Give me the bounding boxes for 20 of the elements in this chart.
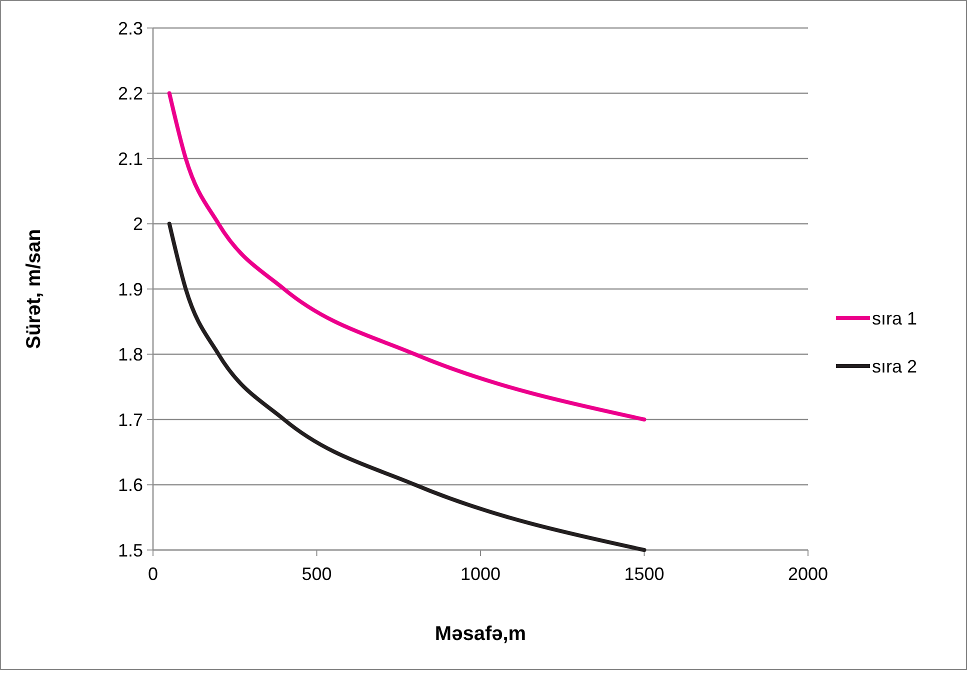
y-tick-label: 1.9 (118, 279, 143, 300)
x-tick-label: 0 (148, 564, 158, 584)
x-tick-label: 1500 (624, 564, 664, 584)
x-axis-title: Məsafə,m (434, 623, 526, 645)
y-tick-label: 1.5 (118, 540, 143, 560)
x-tick-label: 1000 (460, 564, 501, 584)
y-tick-label: 2.1 (118, 148, 143, 169)
y-tick-label: 2 (132, 214, 143, 234)
y-tick-label: 2.2 (118, 84, 143, 104)
y-axis-title: Sürət, m/san (23, 228, 45, 350)
line-series (167, 91, 646, 422)
x-tick-label: 500 (302, 564, 332, 584)
x-tick-label: 2000 (788, 564, 828, 584)
y-tick-label: 1.7 (118, 410, 143, 430)
y-tick-label: 2.3 (118, 18, 143, 38)
line-series (167, 222, 646, 552)
legend-label: sıra 2 (872, 356, 918, 376)
y-tick-label: 1.6 (118, 475, 143, 496)
y-tick-label: 1.8 (118, 344, 143, 365)
legend-label: sıra 1 (872, 308, 918, 328)
